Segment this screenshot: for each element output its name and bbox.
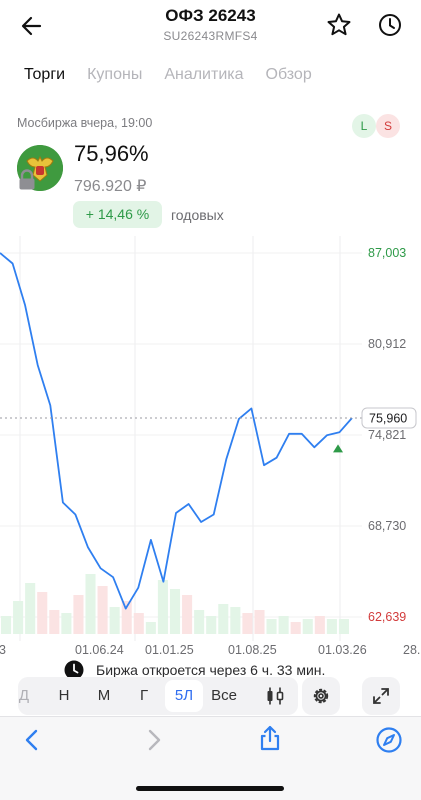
volume-bar [266, 619, 277, 634]
gear-icon [313, 688, 329, 704]
price-line-path [0, 252, 353, 610]
period-week[interactable]: Н [58, 687, 70, 704]
star-icon[interactable] [326, 12, 352, 38]
volume-bar [278, 616, 289, 634]
current-price-box [361, 407, 417, 429]
volume-bar [145, 622, 156, 634]
y-axis-labels: 87,003 80,912 74,821 68,730 62,639 [368, 246, 406, 624]
price-line [0, 252, 353, 610]
period-selector: Д Н М Г 5Л Все [18, 677, 298, 715]
tab-trading[interactable]: Торги [24, 66, 66, 83]
volume-bar [109, 607, 120, 634]
y-tick-label: 80,912 [368, 337, 406, 351]
x-tick-label: 01.03.26 [318, 643, 367, 657]
clock-icon[interactable] [377, 12, 403, 38]
clock-filled-icon [64, 660, 84, 680]
lock-icon [19, 169, 35, 190]
chevron-left-icon[interactable] [18, 726, 46, 754]
candles-button[interactable] [256, 677, 294, 715]
volume-bar [73, 595, 84, 634]
volume-bar [37, 592, 48, 634]
price-rub: 796.920 ₽ [74, 178, 147, 195]
volume-bar [169, 589, 181, 634]
volume-bar [338, 619, 349, 634]
x-tick-label: 01.01.25 [145, 643, 194, 657]
page-title: ОФЗ 26243 [165, 6, 256, 25]
exchange-time: Мосбиржа вчера, 19:00 [17, 116, 153, 130]
volume-bar [194, 610, 205, 634]
volume-bar [302, 619, 313, 634]
y-tick-label: 68,730 [368, 519, 406, 533]
x-tick-label: 23 [0, 643, 6, 657]
long-chip[interactable]: L [352, 114, 376, 138]
market-status: Биржа откроется через 6 ч. 33 мин. [64, 659, 325, 681]
volume-bar [25, 583, 36, 634]
yield-badge: + 14,46 % [73, 201, 162, 228]
volume-bar [242, 613, 253, 634]
current-price-marker: 75,960 [0, 407, 417, 453]
buy-marker [333, 444, 343, 453]
volume-bars [1, 574, 349, 634]
volume-bar [314, 616, 325, 634]
period-month[interactable]: М [97, 687, 111, 704]
current-price-label: 75,960 [369, 411, 407, 425]
y-tick-label: 74,821 [368, 428, 406, 442]
compass-icon[interactable] [375, 726, 403, 754]
volume-bar [97, 586, 108, 634]
volume-bar [206, 616, 217, 634]
x-tick-label: 01.06.24 [75, 643, 124, 657]
volume-bar [49, 610, 60, 634]
arrow-left-icon[interactable] [18, 12, 46, 40]
short-chip[interactable]: S [376, 114, 400, 138]
tab-overview[interactable]: Обзор [265, 66, 312, 83]
tab-coupons[interactable]: Купоны [87, 66, 143, 83]
y-tick-label: 62,639 [368, 610, 406, 624]
fullscreen-button[interactable] [362, 677, 400, 715]
volume-bar [1, 616, 12, 634]
volume-bar [230, 607, 241, 634]
volume-bar [218, 604, 229, 634]
y-tick-label: 87,003 [368, 246, 406, 260]
candlestick-icon [267, 687, 284, 705]
volume-bar [326, 619, 337, 634]
top-header: ОФЗ 26243 SU26243RMFS4 [0, 0, 421, 56]
x-axis-labels: 23 01.06.24 01.01.25 01.08.25 01.03.26 28. [0, 643, 420, 657]
period-5y[interactable]: 5Л [165, 680, 203, 712]
x-tick-label: 28. [403, 643, 420, 657]
tab-analytics[interactable]: Аналитика [164, 66, 244, 83]
chevron-right-icon[interactable] [140, 726, 168, 754]
price-chart[interactable]: 87,003 80,912 74,821 68,730 62,639 23 01.06.2… [0, 236, 421, 666]
volume-bar [182, 595, 193, 634]
period-year[interactable]: Г [139, 687, 149, 704]
price-percent: 75,96% [74, 141, 149, 166]
volume-bar [85, 574, 96, 634]
volume-bar [121, 601, 132, 634]
home-indicator [136, 786, 284, 791]
volume-bar [157, 580, 168, 634]
period-all[interactable]: Все [211, 687, 237, 704]
volume-bar [61, 613, 72, 634]
volume-bar [13, 601, 24, 634]
share-icon[interactable] [256, 724, 284, 752]
market-status-text: Биржа откроется через 6 ч. 33 мин. [96, 662, 326, 678]
expand-icon [373, 688, 389, 704]
yield-label: годовых [171, 207, 224, 223]
chart-settings-button[interactable] [302, 677, 340, 715]
chart-grid [0, 236, 362, 641]
period-day[interactable]: Д [18, 687, 30, 704]
volume-bar [254, 610, 265, 634]
ticker-code: SU26243RMFS4 [163, 29, 258, 43]
x-tick-label: 01.08.25 [228, 643, 277, 657]
section-tabs: Торги Купоны Аналитика Обзор [24, 66, 334, 88]
volume-bar [133, 613, 144, 634]
volume-bar [290, 622, 301, 634]
